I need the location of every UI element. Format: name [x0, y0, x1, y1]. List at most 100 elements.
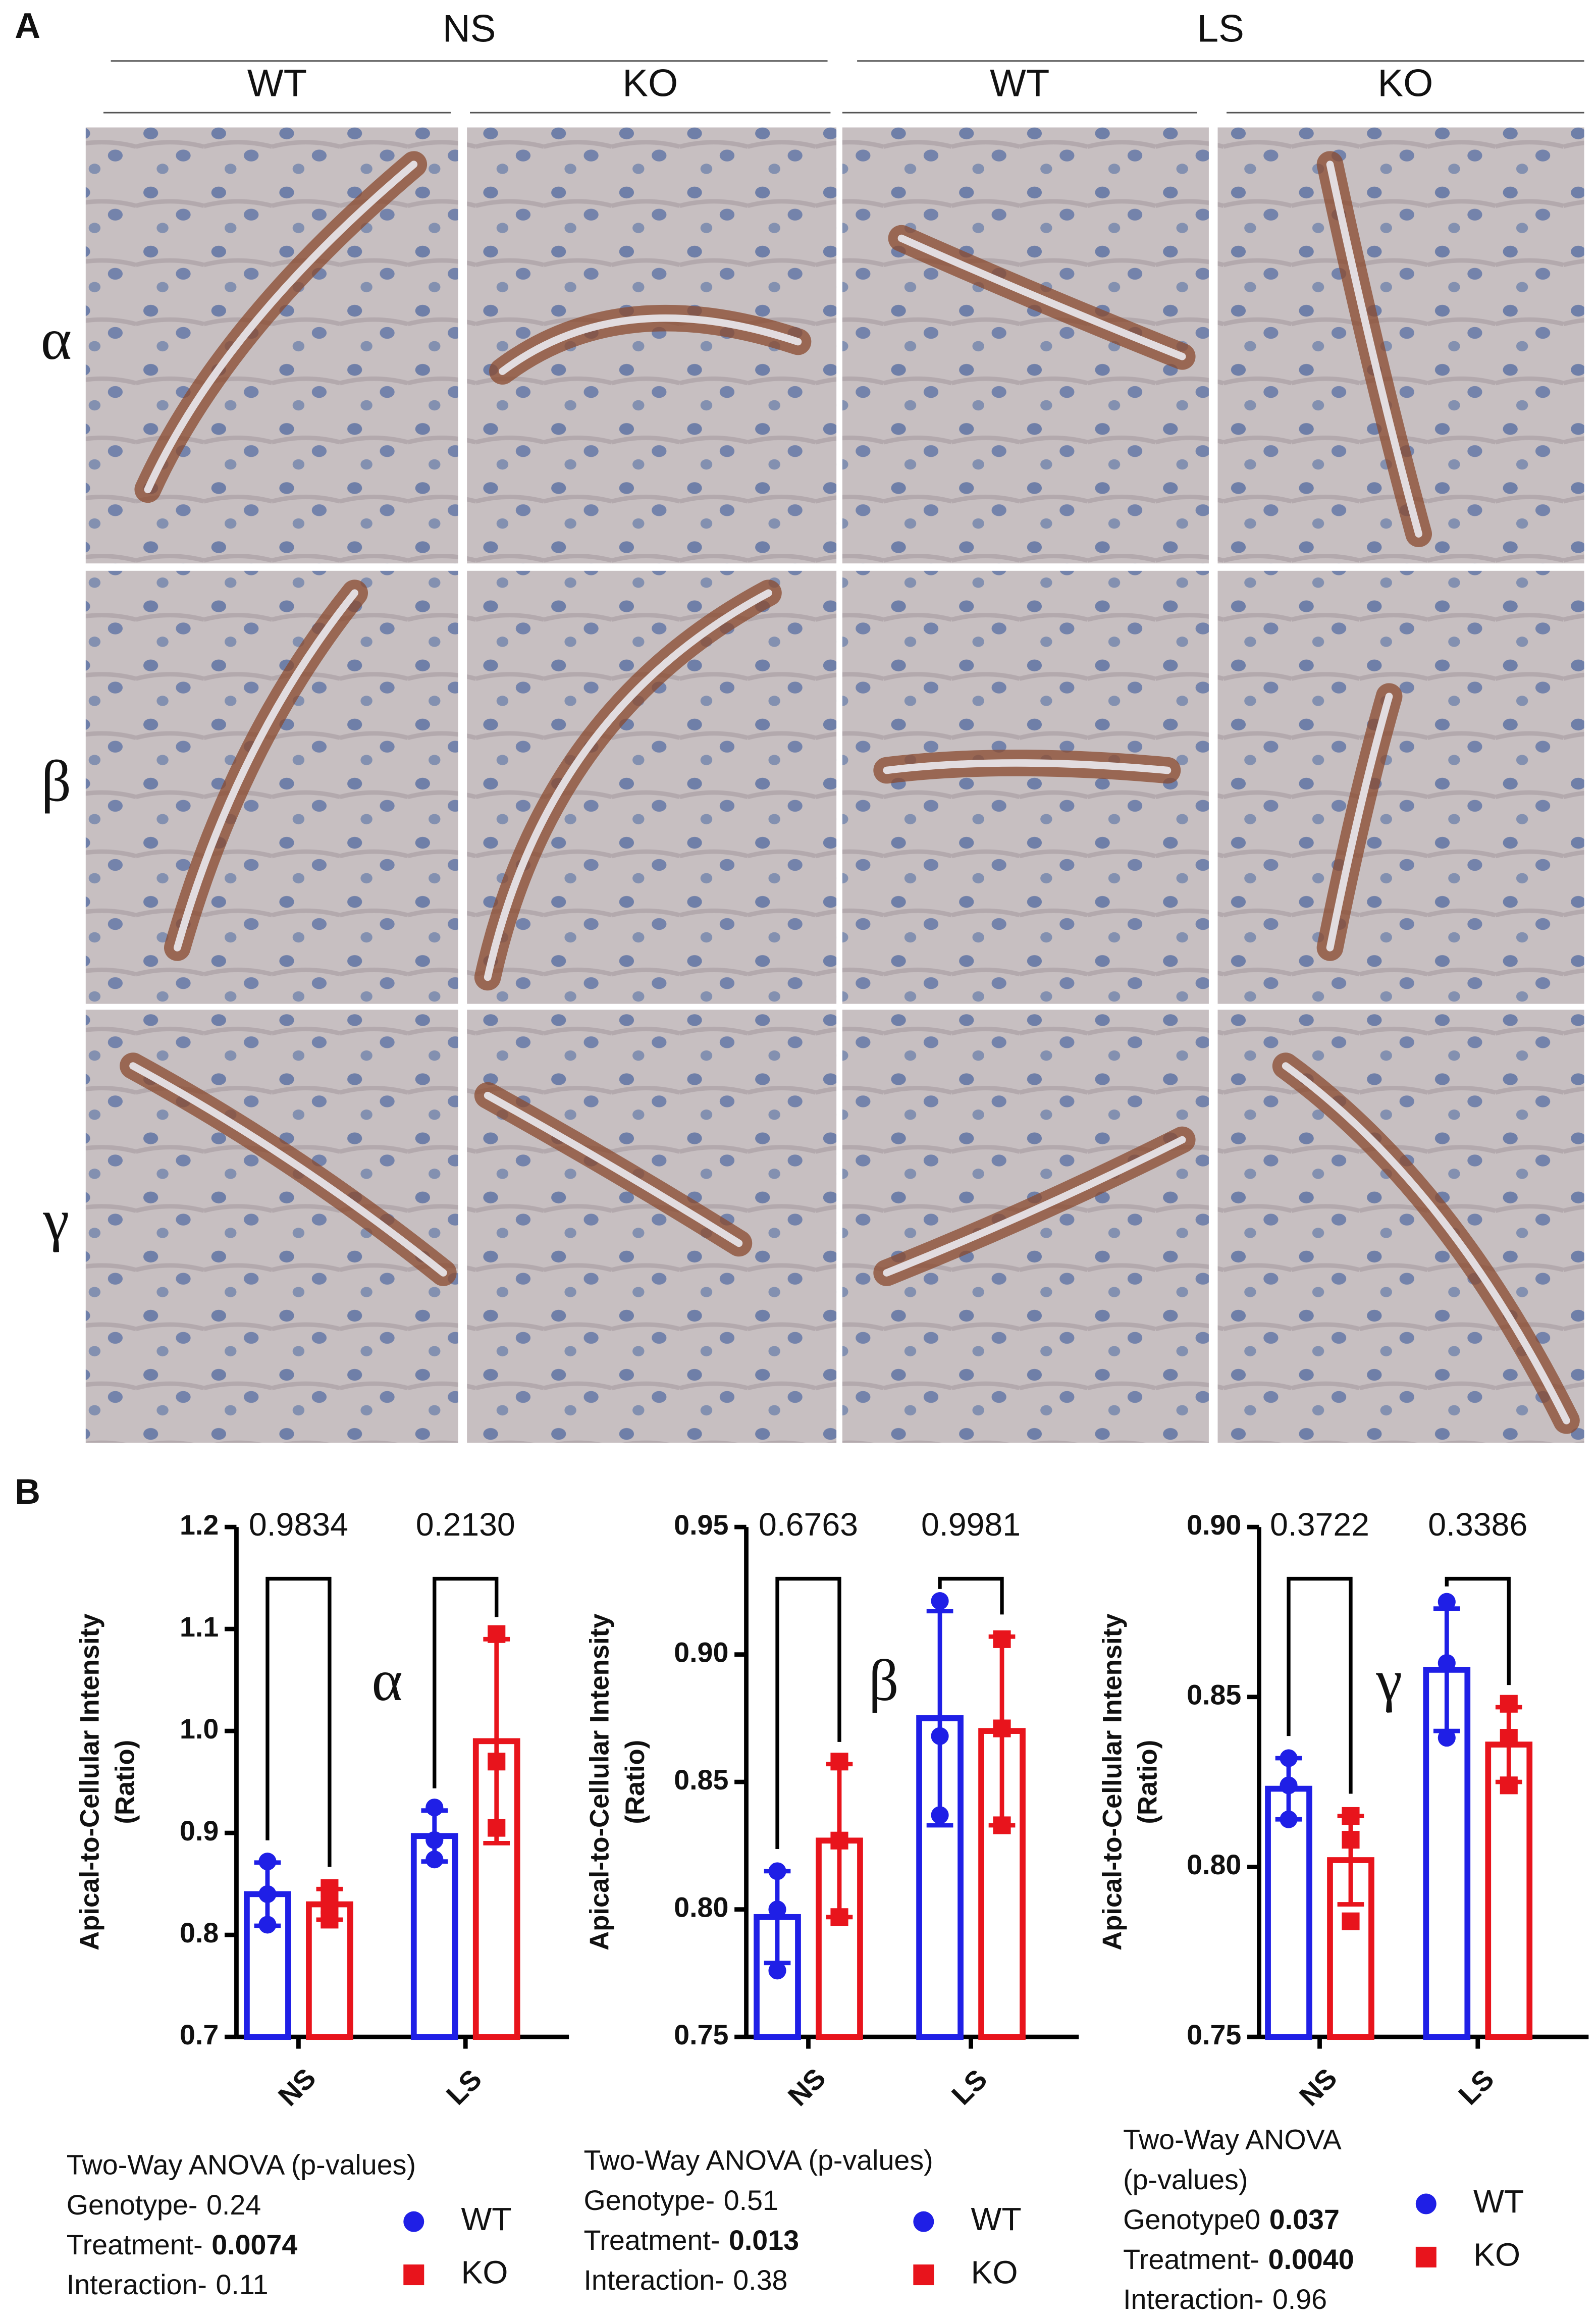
data-point — [488, 1819, 506, 1837]
y-tick-label: 0.95 — [674, 1509, 728, 1541]
y-tick-label: 0.75 — [674, 2019, 728, 2050]
x-tick-label: NS — [1293, 2062, 1343, 2112]
anova-line: Interaction- 0.11 — [67, 2269, 269, 2300]
data-point — [425, 1851, 444, 1869]
y-axis-label: Apical-to-Cellular Intensity — [75, 1613, 104, 1950]
anova-line: Genotype- 0.24 — [67, 2189, 261, 2221]
anova-line: Interaction- 0.96 — [1123, 2284, 1327, 2315]
anova-term: Interaction- — [1123, 2284, 1263, 2315]
row-label: γ — [42, 1188, 69, 1253]
legend-marker — [1415, 2193, 1437, 2214]
legend-label: KO — [971, 2254, 1018, 2291]
panel-label: B — [15, 1471, 40, 1511]
bar — [1265, 1785, 1312, 2040]
legend-label: KO — [461, 2254, 508, 2291]
tubule-lumen — [1326, 161, 1422, 538]
error-bar — [926, 1609, 953, 1828]
data-point — [1342, 1831, 1360, 1849]
data-point — [488, 1753, 506, 1771]
annotation: α — [371, 1648, 402, 1713]
tubule-lumen — [144, 161, 418, 494]
data-point — [1500, 1729, 1518, 1747]
p-value: 0.9834 — [249, 1506, 348, 1543]
legend-label: WT — [971, 2201, 1022, 2237]
anova-p-value: 0.51 — [724, 2185, 778, 2216]
comparison-bracket — [433, 1576, 499, 1788]
data-point — [321, 1879, 339, 1897]
micrograph — [85, 570, 458, 1004]
anova-line: Treatment- 0.013 — [583, 2225, 799, 2256]
y-tick-label: 0.7 — [180, 2019, 219, 2050]
group-label: LS — [1197, 7, 1244, 50]
p-value: 0.6763 — [759, 1506, 858, 1543]
micrograph — [467, 570, 837, 1004]
y-tick-label: 0.80 — [674, 1891, 728, 1923]
panel-label: A — [15, 6, 40, 45]
anova-p-value: 0.38 — [733, 2264, 787, 2296]
p-value: 0.9981 — [921, 1506, 1021, 1543]
tubule-lumen — [897, 234, 1186, 360]
y-tick-label: 0.9 — [180, 1815, 219, 1847]
data-point — [258, 1916, 277, 1934]
annotation: γ — [1375, 1648, 1402, 1713]
legend-marker — [913, 2264, 934, 2286]
data-point — [931, 1592, 949, 1610]
tubule-lumen — [883, 759, 1172, 774]
tubule-lumen — [484, 1091, 743, 1247]
data-point — [931, 1806, 949, 1824]
data-point — [1438, 1593, 1456, 1611]
data-point — [425, 1799, 444, 1817]
column-label: WT — [247, 62, 307, 105]
tubule-lumen — [129, 1062, 447, 1277]
anova-p-value: 0.037 — [1269, 2204, 1340, 2235]
anova-term: Treatment- — [67, 2229, 203, 2260]
row-label: α — [41, 307, 72, 372]
micrograph — [467, 1010, 837, 1443]
anova-line: Treatment- 0.0040 — [1123, 2244, 1354, 2275]
y-axis-label: Apical-to-Cellular Intensity — [585, 1613, 615, 1950]
micrograph — [1217, 570, 1584, 1004]
data-point — [768, 1962, 786, 1980]
legend-marker — [403, 2264, 424, 2286]
data-point — [425, 1831, 444, 1849]
anova-line: Two-Way ANOVA — [1123, 2124, 1342, 2155]
data-point — [993, 1816, 1011, 1834]
micrograph — [842, 570, 1209, 1004]
x-tick-label: NS — [272, 2062, 322, 2112]
legend-marker — [403, 2211, 424, 2232]
data-point — [1438, 1729, 1456, 1747]
p-value: 0.2130 — [416, 1506, 515, 1543]
p-value: 0.3722 — [1270, 1506, 1369, 1543]
anova-term: Genotype0 — [1123, 2204, 1260, 2235]
legend-marker — [1415, 2246, 1437, 2267]
anova-p-value: 0.11 — [216, 2269, 269, 2300]
anova-p-value: 0.013 — [729, 2225, 799, 2256]
anova-term: Genotype- — [67, 2189, 198, 2221]
data-point — [768, 1901, 786, 1919]
y-tick-label: 0.90 — [1187, 1509, 1241, 1541]
tubule-lumen — [499, 314, 802, 375]
y-tick-label: 0.8 — [180, 1917, 219, 1948]
data-point — [1500, 1776, 1518, 1795]
data-point — [993, 1719, 1011, 1737]
y-tick-label: 0.80 — [1187, 1849, 1241, 1880]
comparison-bracket — [1287, 1576, 1353, 1794]
legend-label: WT — [461, 2201, 511, 2237]
anova-line: Genotype- 0.51 — [583, 2185, 778, 2216]
anova-term: Interaction- — [67, 2269, 207, 2300]
comparison-bracket — [1445, 1576, 1511, 1685]
data-point — [1500, 1695, 1518, 1713]
anova-term: Treatment- — [583, 2225, 720, 2256]
data-point — [931, 1727, 949, 1745]
data-point — [1342, 1912, 1360, 1930]
anova-term: Interaction- — [583, 2264, 724, 2296]
annotation: β — [869, 1648, 899, 1713]
y-tick-label: 1.0 — [180, 1713, 219, 1745]
data-point — [258, 1885, 277, 1903]
tubule-lumen — [883, 1136, 1186, 1277]
anova-line: Two-Way ANOVA (p-values) — [583, 2145, 933, 2176]
anova-term: Treatment- — [1123, 2244, 1259, 2275]
tubule-lumen — [1326, 693, 1393, 952]
